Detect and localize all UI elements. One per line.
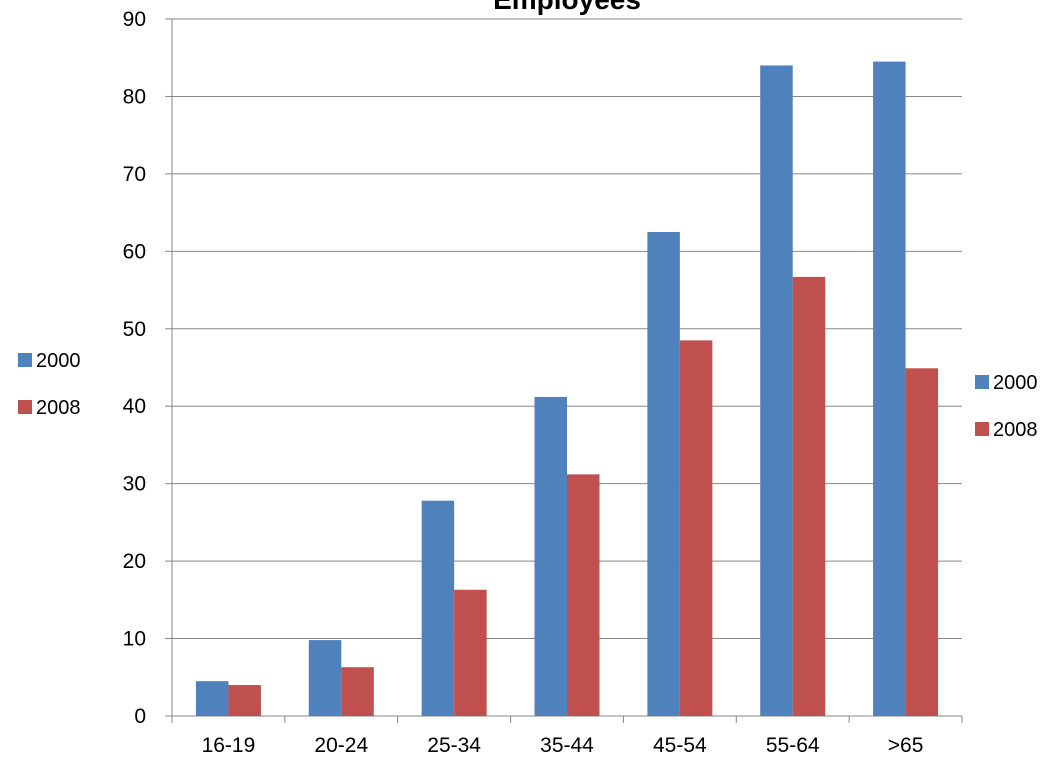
bar-2008->65 xyxy=(905,368,939,716)
bar-2000-16-19 xyxy=(195,681,229,716)
x-tick-label: >65 xyxy=(888,734,924,757)
y-tick-label: 90 xyxy=(123,8,146,31)
bar-2000-20-24 xyxy=(308,640,342,716)
y-tick-label: 40 xyxy=(123,395,146,418)
bar-2008-25-34 xyxy=(454,589,487,716)
y-tick-label: 20 xyxy=(123,550,146,573)
legend-label-2000: 2000 xyxy=(36,350,81,372)
legend-label-2000: 2000 xyxy=(993,372,1038,394)
bar-2000->65 xyxy=(873,61,906,717)
legend-swatch-2008 xyxy=(18,400,32,414)
y-tick-label: 60 xyxy=(123,240,146,263)
y-tick-label: 0 xyxy=(134,705,146,728)
bar-2000-35-44 xyxy=(534,396,567,716)
legend-swatch-2000 xyxy=(975,375,989,389)
bar-2000-45-54 xyxy=(647,231,680,716)
x-tick-label: 20-24 xyxy=(314,734,368,757)
legend-swatch-2008 xyxy=(975,422,989,436)
y-tick-label: 80 xyxy=(123,85,146,108)
bar-2000-25-34 xyxy=(421,500,455,716)
x-tick-label: 16-19 xyxy=(202,734,256,757)
legend-right: 2000 2008 xyxy=(975,372,1038,441)
x-tick-label: 45-54 xyxy=(653,734,707,757)
bar-2000-55-64 xyxy=(760,65,793,716)
bar-2008-45-54 xyxy=(679,340,713,716)
y-tick-labels: 0 10 20 30 40 50 60 70 80 90 xyxy=(123,8,172,728)
x-tick-label: 55-64 xyxy=(766,734,820,757)
gridlines xyxy=(172,18,962,640)
chart-title: Employees xyxy=(493,0,641,15)
legend-swatch-2000 xyxy=(18,353,32,367)
bar-2008-20-24 xyxy=(341,667,374,716)
y-tick-label: 30 xyxy=(123,473,146,496)
x-tick-labels: 16-19 20-24 25-34 35-44 45-54 55-64 >65 xyxy=(171,716,963,757)
legend-label-2008: 2008 xyxy=(993,419,1038,441)
bar-2008-16-19 xyxy=(228,685,261,716)
y-tick-label: 10 xyxy=(123,628,146,651)
legend-left: 2000 2008 xyxy=(18,350,81,419)
legend-label-2008: 2008 xyxy=(36,397,81,419)
x-tick-label: 35-44 xyxy=(540,734,594,757)
bar-2008-35-44 xyxy=(567,474,600,716)
bars xyxy=(195,61,939,717)
y-tick-label: 50 xyxy=(123,318,146,341)
bar-2008-55-64 xyxy=(792,276,826,716)
y-tick-label: 70 xyxy=(123,163,146,186)
x-tick-label: 25-34 xyxy=(427,734,481,757)
